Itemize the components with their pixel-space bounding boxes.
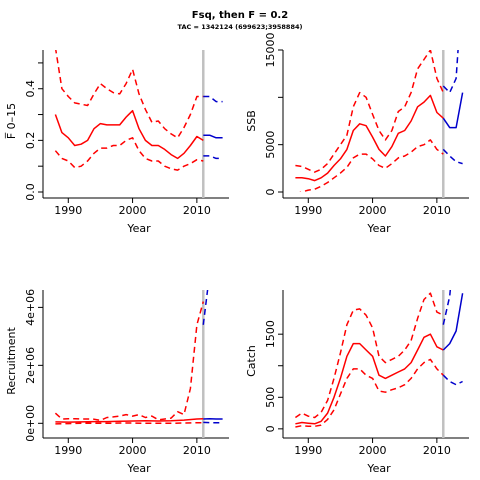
recruitment-y-tick-label: 2e+06: [24, 347, 37, 384]
recruitment-lower-line: [55, 421, 204, 425]
f-y-label: F̅ 0–15: [5, 103, 18, 139]
f-median-line: [54, 109, 204, 160]
catch-series-group: [294, 290, 464, 428]
catch-x-tick-label: 2010: [423, 444, 451, 457]
panel-ssb: 1990 2000 2010 0 5000 15000 Year SSB: [245, 33, 469, 235]
ssb-series-group: [295, 50, 464, 192]
figure-title: Fsq, then F = 0.2: [191, 10, 289, 21]
catch-y-label: Catch: [245, 345, 258, 377]
ssb-y-tick-label: 5000: [264, 131, 277, 159]
catch-y-tick-label: 1500: [264, 320, 277, 348]
catch-y-tick-label: 500: [264, 387, 277, 408]
catch-x-tick-label: 2000: [359, 444, 387, 457]
f-projection-upper-line: [203, 95, 223, 103]
f-y-tick-label: 0.2: [24, 132, 37, 150]
recruitment-y-tick-label: 4e+06: [24, 289, 37, 326]
recruitment-x-tick-label: 2000: [119, 444, 147, 457]
f-x-tick-label: 1990: [54, 204, 82, 217]
figure-subtitle: TAC = 1342124 (699623;3958884): [177, 23, 303, 31]
recruitment-y-label: Recruitment: [5, 327, 18, 395]
catch-projection-lower-line: [442, 374, 463, 386]
panel-recruitment: 1990 2000 2010 0e+00 2e+06 4e+06 Year Recruitme…: [5, 289, 229, 475]
ssb-x-tick-label: 1990: [294, 204, 322, 217]
recruitment-x-label: Year: [126, 462, 151, 475]
recruitment-median-line: [55, 417, 204, 423]
catch-projection-upper-line: [442, 290, 452, 325]
catch-median-line: [295, 333, 444, 425]
catch-lower-line: [295, 358, 444, 428]
recruitment-y-tick-label: 0e+00: [24, 405, 37, 442]
f-projection-lower-line: [203, 155, 223, 160]
ssb-projection-upper-line: [442, 50, 459, 94]
f-x-tick-label: 2010: [183, 204, 211, 217]
ssb-median-line: [295, 94, 444, 182]
catch-x-label: Year: [366, 462, 391, 475]
recruitment-x-tick-label: 1990: [54, 444, 82, 457]
ssb-y-label: SSB: [245, 110, 258, 132]
ssb-lower-line: [299, 139, 444, 192]
f-upper-line: [55, 50, 204, 139]
ssb-upper-line: [295, 50, 444, 173]
recruitment-series-group: [54, 290, 223, 425]
ssb-x-tick-label: 2000: [359, 204, 387, 217]
f-lower-line: [54, 137, 204, 171]
panel-catch: 1990 2000 2010 0 500 1500 Year Catch: [245, 290, 469, 475]
catch-projection-median-line: [442, 293, 464, 351]
catch-x-tick-label: 1990: [294, 444, 322, 457]
ssb-projection-lower-line: [442, 148, 463, 165]
catch-y-tick-label: 0: [264, 425, 277, 432]
recruitment-upper-line: [54, 301, 205, 422]
ssb-projection-median-line: [442, 92, 464, 129]
ssb-x-label: Year: [366, 222, 391, 235]
panel-f: 1990 2000 2010 0.0 0.2 0.4 Year F̅ 0–15: [5, 50, 229, 235]
f-y-tick-label: 0.4: [24, 80, 37, 98]
f-x-label: Year: [126, 222, 151, 235]
f-y-tick-label: 0.0: [24, 183, 37, 201]
ssb-y-tick-label: 15000: [264, 33, 277, 68]
ssb-x-tick-label: 2010: [423, 204, 451, 217]
f-x-tick-label: 2000: [119, 204, 147, 217]
recruitment-x-tick-label: 2010: [183, 444, 211, 457]
f-projection-median-line: [203, 134, 223, 139]
ssb-y-tick-label: 0: [264, 189, 277, 196]
catch-upper-line: [294, 292, 444, 419]
f-series-group: [54, 50, 223, 171]
